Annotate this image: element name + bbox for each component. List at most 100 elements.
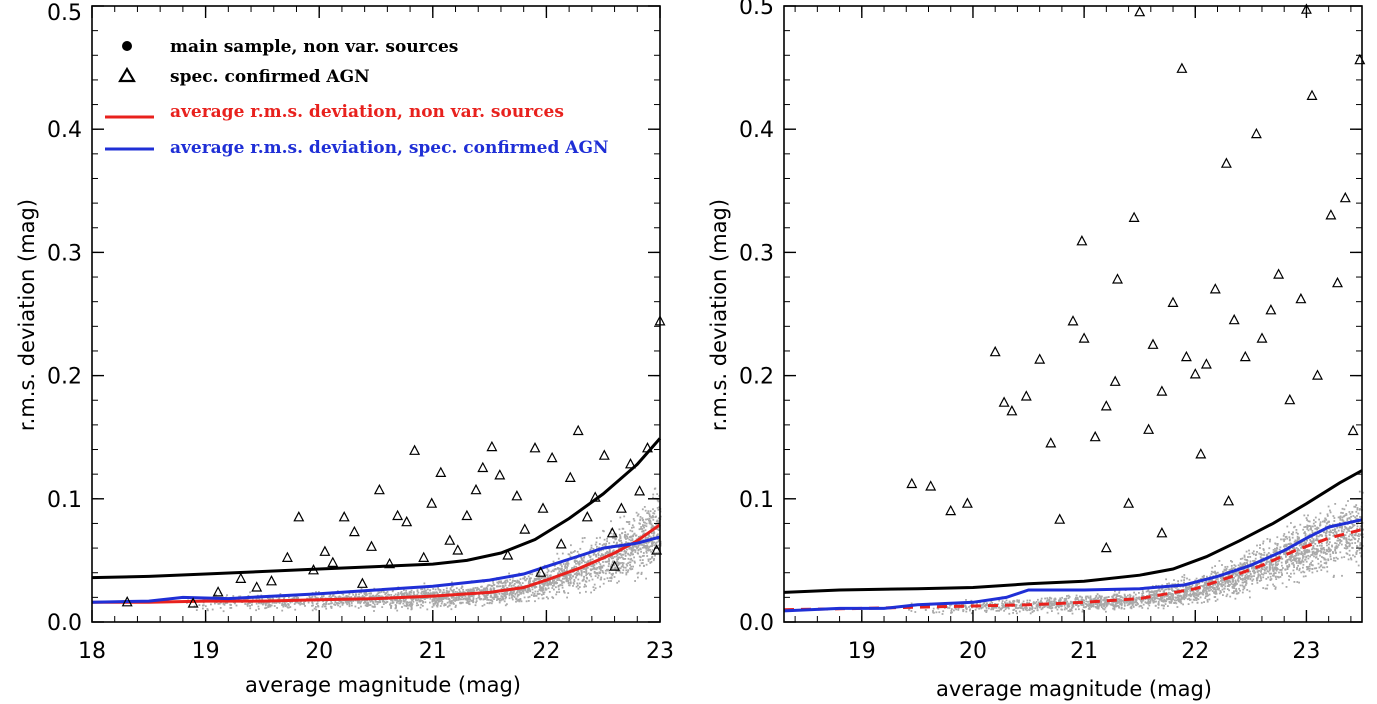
left-cloud-point: [566, 596, 568, 599]
left-cloud-point: [498, 585, 500, 588]
right-cloud-point: [1332, 515, 1335, 517]
right-cloud-point: [1272, 551, 1275, 554]
left-cloud-point: [526, 577, 528, 580]
right-cloud-point: [1306, 526, 1309, 529]
left-cloud-point: [652, 512, 655, 514]
left-cloud-point: [519, 589, 522, 592]
left-cloud-point: [303, 603, 305, 605]
left-cloud-point: [458, 588, 461, 591]
right-cloud-point: [1311, 547, 1314, 550]
left-cloud-point: [575, 572, 578, 574]
right-cloud-point: [1290, 560, 1293, 563]
right-cloud-point: [1117, 595, 1120, 597]
right-cloud-point: [1099, 599, 1102, 601]
right-cloud-point: [1329, 509, 1331, 512]
right-cloud-point: [1161, 595, 1164, 598]
right-cloud-point: [1322, 547, 1325, 550]
left-cloud-point: [439, 600, 441, 602]
right-cloud-point: [1070, 609, 1073, 612]
right-cloud-point: [1354, 533, 1357, 535]
left-cloud-point: [458, 596, 461, 599]
left-cloud-point: [536, 593, 539, 595]
right-cloud-point: [1295, 552, 1297, 555]
right-cloud-point: [1195, 599, 1198, 601]
right-cloud-point: [1140, 600, 1142, 603]
right-cloud-point: [1226, 578, 1229, 581]
right-cloud-point: [1311, 564, 1314, 567]
right-cloud-point: [1113, 605, 1116, 608]
right-cloud-point: [1339, 518, 1342, 521]
left-cloud-point: [646, 549, 649, 551]
left-cloud-point: [455, 596, 458, 599]
right-cloud-point: [1313, 567, 1316, 570]
right-cloud-point: [1059, 597, 1062, 600]
left-cloud-point: [647, 541, 650, 544]
right-cloud-point: [1131, 601, 1134, 604]
right-cloud-point: [1247, 567, 1249, 569]
left-cloud-point: [592, 554, 595, 556]
right-cloud-point: [1216, 586, 1218, 589]
right-cloud-point: [1074, 598, 1077, 600]
right-cloud-point: [1270, 572, 1273, 575]
right-cloud-point: [1201, 575, 1204, 578]
right-cloud-point: [1065, 601, 1068, 604]
left-cloud-point: [502, 586, 504, 589]
right-cloud-point: [1123, 607, 1126, 610]
right-cloud-point: [1286, 561, 1289, 564]
left-cloud-point: [269, 605, 272, 608]
left-cloud-point: [642, 525, 644, 528]
right-cloud-point: [1289, 543, 1291, 546]
left-cloud-point: [643, 526, 645, 529]
left-cloud-point: [384, 593, 387, 596]
right-cloud-point: [1203, 587, 1206, 589]
left-cloud-point: [595, 537, 598, 539]
right-cloud-point: [1278, 559, 1280, 562]
right-cloud-point: [1005, 606, 1008, 609]
left-cloud-point: [575, 576, 577, 579]
left-red-line: [92, 523, 661, 604]
left-cloud-point: [610, 557, 613, 560]
right-cloud-point: [1265, 578, 1268, 580]
left-cloud-point: [429, 601, 431, 604]
right-cloud-point: [1193, 596, 1196, 598]
left-cloud-point: [483, 603, 486, 606]
left-cloud-point: [637, 549, 640, 552]
right-cloud-point: [1196, 594, 1198, 597]
right-cloud-point: [1289, 556, 1292, 559]
left-cloud-point: [615, 538, 617, 540]
right-cloud-point: [1245, 550, 1248, 553]
right-cloud-point: [1319, 544, 1321, 547]
left-cloud-point: [347, 600, 350, 602]
left-cloud-point: [341, 604, 344, 606]
left-agn-triangle: [572, 424, 584, 436]
left-cloud-point: [299, 603, 302, 606]
right-cloud-point: [1333, 520, 1336, 522]
right-cloud-point: [1285, 535, 1288, 538]
left-cloud-point: [651, 515, 654, 518]
right-cloud-point: [1212, 571, 1215, 574]
left-cloud-point: [399, 599, 402, 602]
left-cloud-point: [534, 600, 536, 603]
right-cloud-point: [1176, 589, 1179, 592]
right-cloud-point: [1114, 603, 1117, 606]
left-agn-triangle: [373, 483, 385, 495]
right-cloud-point: [1201, 581, 1204, 583]
left-cloud-point: [575, 562, 577, 565]
right-cloud-point: [1333, 517, 1336, 519]
left-cloud-point: [644, 538, 647, 540]
left-cloud-point: [493, 598, 495, 600]
left-cloud-point: [457, 597, 460, 600]
left-x-tick-label: 21: [419, 639, 447, 664]
left-agn-triangle: [642, 442, 653, 453]
right-cloud-point: [1288, 563, 1291, 566]
right-cloud-point: [1227, 581, 1229, 584]
right-cloud-point: [1258, 569, 1260, 572]
right-cloud-point: [1130, 607, 1133, 610]
left-cloud-point: [569, 576, 571, 578]
right-cloud-point: [1176, 596, 1179, 599]
left-cloud-point: [608, 559, 611, 562]
left-cloud-point: [649, 515, 651, 517]
left-cloud-point: [624, 536, 627, 539]
left-cloud-point: [602, 561, 604, 563]
left-cloud-point: [376, 603, 379, 605]
